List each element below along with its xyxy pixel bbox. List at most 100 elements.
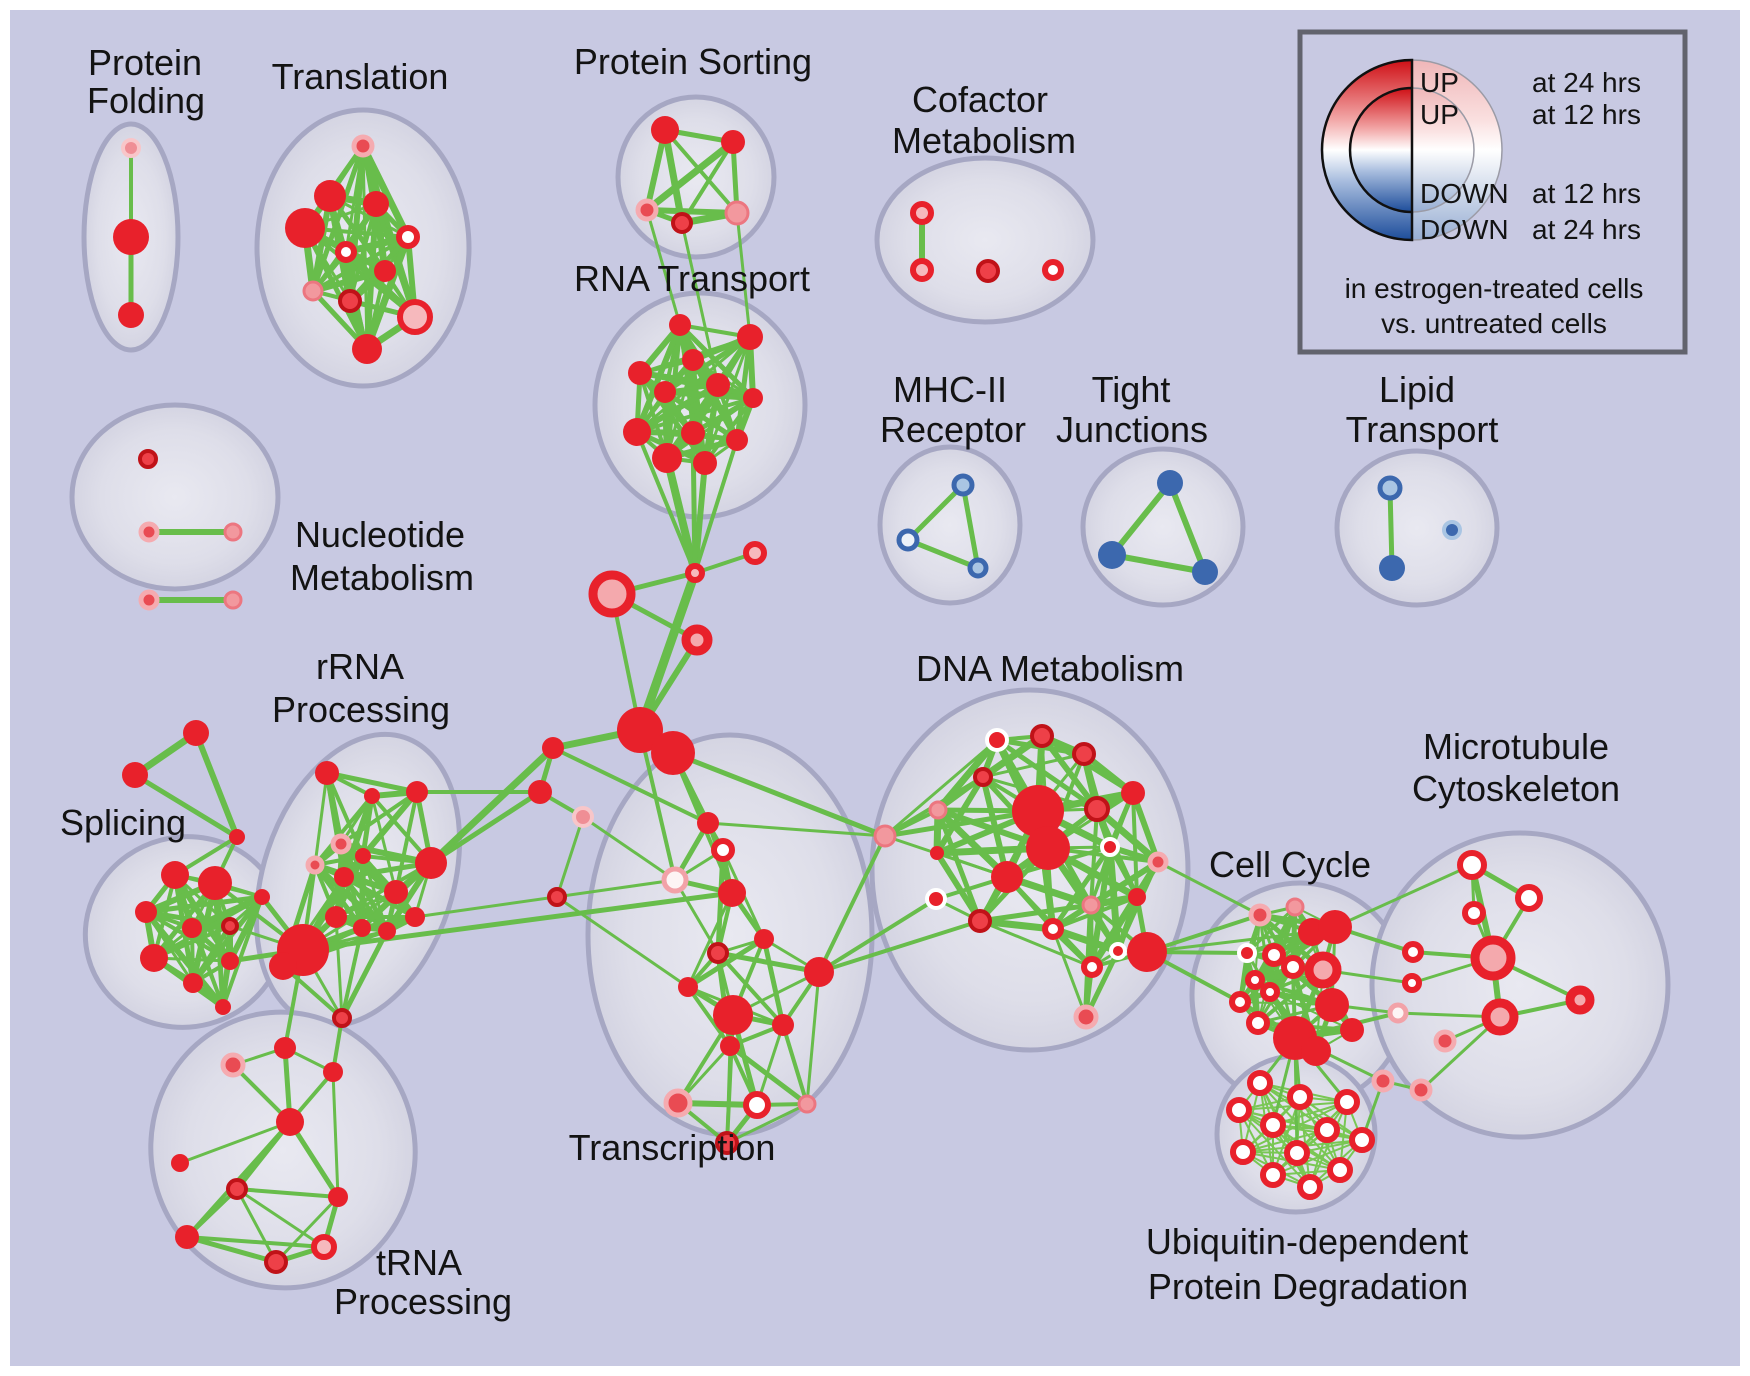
node-n1 bbox=[138, 521, 160, 543]
edge bbox=[883, 738, 999, 838]
node-dm5 bbox=[930, 846, 944, 860]
node-s6 bbox=[183, 973, 203, 993]
node-M1 bbox=[617, 707, 663, 753]
edge bbox=[1089, 807, 1099, 907]
node-cc3 bbox=[1318, 910, 1352, 944]
node-dm9 bbox=[991, 861, 1023, 893]
node-tx13 bbox=[797, 1094, 817, 1114]
node-cc4 bbox=[1237, 943, 1257, 963]
edge bbox=[300, 890, 735, 953]
node-tr5 bbox=[226, 1178, 248, 1200]
node-r8 bbox=[415, 847, 447, 879]
node-cc7 bbox=[1304, 951, 1342, 989]
edge bbox=[905, 537, 981, 571]
node-u5 bbox=[1314, 1117, 1340, 1143]
cluster-label-rrna-processing-1: Processing bbox=[272, 689, 450, 730]
node-rt3 bbox=[628, 361, 652, 385]
node-ps3 bbox=[671, 212, 693, 234]
cluster-label-protein-folding-0: Protein bbox=[88, 42, 202, 83]
node-c2 bbox=[976, 259, 1000, 283]
cluster-ellipse-cofactor-metabolism bbox=[874, 155, 1096, 325]
node-t8 bbox=[338, 289, 362, 313]
edge bbox=[805, 970, 821, 1106]
node-c0 bbox=[910, 201, 934, 225]
edge bbox=[287, 1119, 341, 1200]
edge bbox=[132, 772, 240, 840]
node-x2 bbox=[681, 624, 713, 656]
node-dm10 bbox=[1100, 837, 1120, 857]
node-tr6 bbox=[175, 1225, 199, 1249]
edge bbox=[1130, 790, 1161, 865]
cluster-ellipse-microtubule-cytoskeleton bbox=[1369, 830, 1671, 1140]
node-l2 bbox=[1442, 520, 1462, 540]
node-r11 bbox=[378, 922, 396, 940]
cluster-label-trna-processing-0: tRNA bbox=[376, 1242, 462, 1283]
node-mt8 bbox=[1387, 1002, 1409, 1024]
edge bbox=[635, 568, 700, 735]
node-mt6 bbox=[1402, 941, 1424, 963]
edge bbox=[235, 1187, 340, 1199]
legend: UP at 24 hrs UP at 12 hrs DOWN at 12 hrs DOWN a… bbox=[1297, 29, 1688, 355]
node-cc5 bbox=[1262, 943, 1286, 967]
node-tr9 bbox=[328, 1187, 348, 1207]
node-r6 bbox=[334, 867, 354, 887]
node-s3 bbox=[182, 918, 202, 938]
node-ps4 bbox=[724, 200, 750, 226]
node-cc10 bbox=[1229, 991, 1251, 1013]
edge bbox=[427, 744, 557, 867]
node-t7 bbox=[302, 280, 324, 302]
legend-direction-3: DOWN bbox=[1420, 214, 1509, 245]
node-rt4 bbox=[706, 373, 730, 397]
edge bbox=[706, 821, 887, 838]
edge bbox=[1259, 1082, 1311, 1188]
node-r4 bbox=[305, 855, 325, 875]
edge bbox=[1089, 844, 1113, 970]
edge bbox=[1115, 894, 1140, 954]
node-tx2 bbox=[661, 866, 689, 894]
node-l0 bbox=[1377, 475, 1403, 501]
edge bbox=[735, 211, 752, 339]
node-s9 bbox=[215, 999, 231, 1015]
edge bbox=[143, 894, 265, 915]
node-mt0 bbox=[1457, 850, 1487, 880]
node-c1 bbox=[910, 258, 934, 282]
node-i0 bbox=[542, 737, 564, 759]
cluster-label-tight-junctions-0: Tight bbox=[1092, 369, 1171, 410]
node-tx10 bbox=[720, 1036, 740, 1056]
cluster-ellipse-nucleotide-metabolism bbox=[69, 402, 281, 592]
edge bbox=[394, 790, 419, 894]
edge bbox=[360, 789, 420, 859]
cluster-label-nucleotide-metabolism-1: Metabolism bbox=[290, 557, 474, 598]
node-u0 bbox=[1247, 1070, 1273, 1096]
node-rt10 bbox=[652, 443, 682, 473]
node-rt6 bbox=[743, 388, 763, 408]
legend-time-2: at 12 hrs bbox=[1532, 178, 1641, 209]
cluster-label-protein-sorting-0: Protein Sorting bbox=[574, 41, 812, 82]
node-mt1 bbox=[1515, 884, 1543, 912]
node-ub1 bbox=[1409, 1078, 1433, 1102]
node-cc13 bbox=[1315, 988, 1349, 1022]
node-tx9 bbox=[772, 1014, 794, 1036]
edge bbox=[635, 396, 755, 434]
node-ccx bbox=[1127, 932, 1167, 972]
node-rt8 bbox=[681, 421, 705, 445]
legend-time-1: at 12 hrs bbox=[1532, 99, 1641, 130]
edge bbox=[686, 985, 732, 1048]
node-dm3 bbox=[973, 767, 993, 787]
edge bbox=[662, 389, 740, 443]
node-tx8 bbox=[713, 995, 753, 1035]
edge bbox=[645, 208, 682, 327]
edge bbox=[1093, 805, 1162, 866]
node-tx12 bbox=[743, 1091, 771, 1119]
node-tr2 bbox=[323, 1062, 343, 1082]
edge bbox=[960, 482, 981, 571]
node-u11 bbox=[1297, 1174, 1323, 1200]
node-rt1 bbox=[737, 324, 763, 350]
node-x1 bbox=[588, 570, 636, 618]
node-pf2 bbox=[118, 302, 144, 328]
edge bbox=[428, 789, 543, 866]
edge bbox=[685, 936, 767, 990]
edge bbox=[761, 936, 786, 1028]
cluster-label-microtubule-cytoskeleton-0: Microtubule bbox=[1423, 726, 1609, 767]
